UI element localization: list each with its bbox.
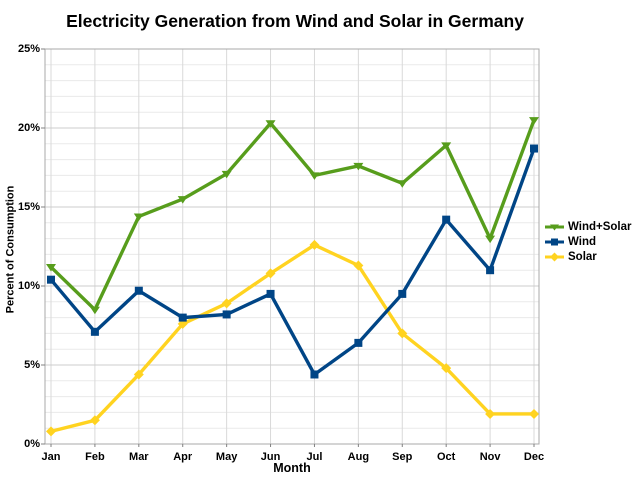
x-tick-label: Feb: [85, 451, 105, 463]
point-solar-dec: [529, 408, 539, 419]
legend-label: Solar: [568, 250, 597, 263]
x-tick-label: Apr: [173, 451, 193, 463]
series-line-wind+solar: [49, 119, 536, 313]
y-tick-label: 10%: [17, 280, 40, 292]
line-marker-icon: [545, 238, 564, 245]
point-wind-jan: [47, 275, 55, 284]
series-line-solar: [50, 242, 534, 434]
point-solar-oct: [441, 363, 452, 374]
x-tick-label: Oct: [437, 451, 456, 463]
y-tick-label: 0%: [24, 438, 40, 450]
y-tick-label: 20%: [17, 122, 40, 134]
point-wind+solar-may: [221, 170, 232, 179]
point-solar-sep: [397, 328, 408, 339]
chart-title: Electricity Generation from Wind and Sol…: [66, 11, 524, 31]
x-tick-label: Jun: [260, 451, 281, 463]
point-wind-nov: [486, 266, 495, 275]
x-tick-label: Nov: [479, 451, 501, 463]
point-solar-nov: [485, 408, 496, 419]
y-tick-label: 25%: [17, 43, 40, 55]
triangle-down-marker-icon: [550, 224, 559, 230]
point-wind-sep: [398, 289, 407, 298]
point-wind+solar-jul: [309, 172, 320, 180]
point-solar-jul: [309, 239, 320, 250]
y-axis-title: Percent of Consumption: [4, 185, 17, 314]
legend-label: Wind+Solar: [568, 220, 632, 233]
point-wind+solar-jun: [265, 120, 276, 128]
point-wind-apr: [178, 313, 187, 322]
point-wind+solar-nov: [485, 235, 496, 244]
point-wind-jul: [310, 370, 319, 379]
line-marker-icon: [545, 224, 564, 230]
y-tick-label: 5%: [24, 359, 40, 371]
point-wind+solar-feb: [89, 306, 100, 315]
point-wind-dec: [530, 144, 538, 153]
x-axis-title: Month: [273, 461, 311, 475]
y-tick-label: 15%: [17, 201, 40, 213]
diamond-marker-icon: [550, 252, 559, 261]
point-wind-mar: [134, 286, 143, 295]
point-wind+solar-aug: [353, 162, 364, 171]
point-solar-aug: [353, 260, 364, 271]
point-wind-oct: [442, 215, 451, 224]
x-tick-label: Aug: [347, 451, 370, 463]
series-line-wind: [49, 147, 536, 377]
legend-item-wind-solar: Wind+Solar: [543, 219, 631, 234]
point-wind-aug: [354, 338, 363, 347]
legend-item-solar: Solar: [543, 249, 631, 264]
point-solar-may: [221, 298, 232, 309]
point-wind-may: [222, 310, 231, 319]
x-tick-label: Jan: [41, 451, 61, 463]
legend-item-wind: Wind: [543, 234, 631, 249]
point-wind+solar-sep: [397, 180, 408, 188]
point-wind-jun: [266, 289, 275, 298]
point-wind+solar-apr: [177, 196, 188, 204]
x-tick-label: May: [215, 451, 238, 463]
x-tick-label: Jul: [306, 451, 323, 463]
x-tick-label: Sep: [392, 451, 413, 463]
x-tick-label: Dec: [523, 451, 545, 463]
point-wind-feb: [90, 327, 99, 336]
point-solar-mar: [133, 369, 144, 380]
point-wind+solar-dec: [529, 117, 539, 125]
line-marker-icon: [545, 252, 564, 261]
point-solar-feb: [89, 415, 100, 426]
legend-label: Wind: [568, 235, 596, 248]
point-solar-jan: [46, 426, 56, 437]
x-tick-label: Mar: [129, 451, 149, 463]
point-wind+solar-jan: [46, 264, 56, 272]
legend: Wind+Solar Wind Solar: [543, 219, 631, 264]
point-wind+solar-mar: [133, 213, 144, 221]
point-wind+solar-oct: [441, 142, 452, 150]
square-marker-icon: [551, 238, 558, 245]
plot-border: [44, 48, 540, 445]
point-solar-jun: [265, 268, 276, 279]
